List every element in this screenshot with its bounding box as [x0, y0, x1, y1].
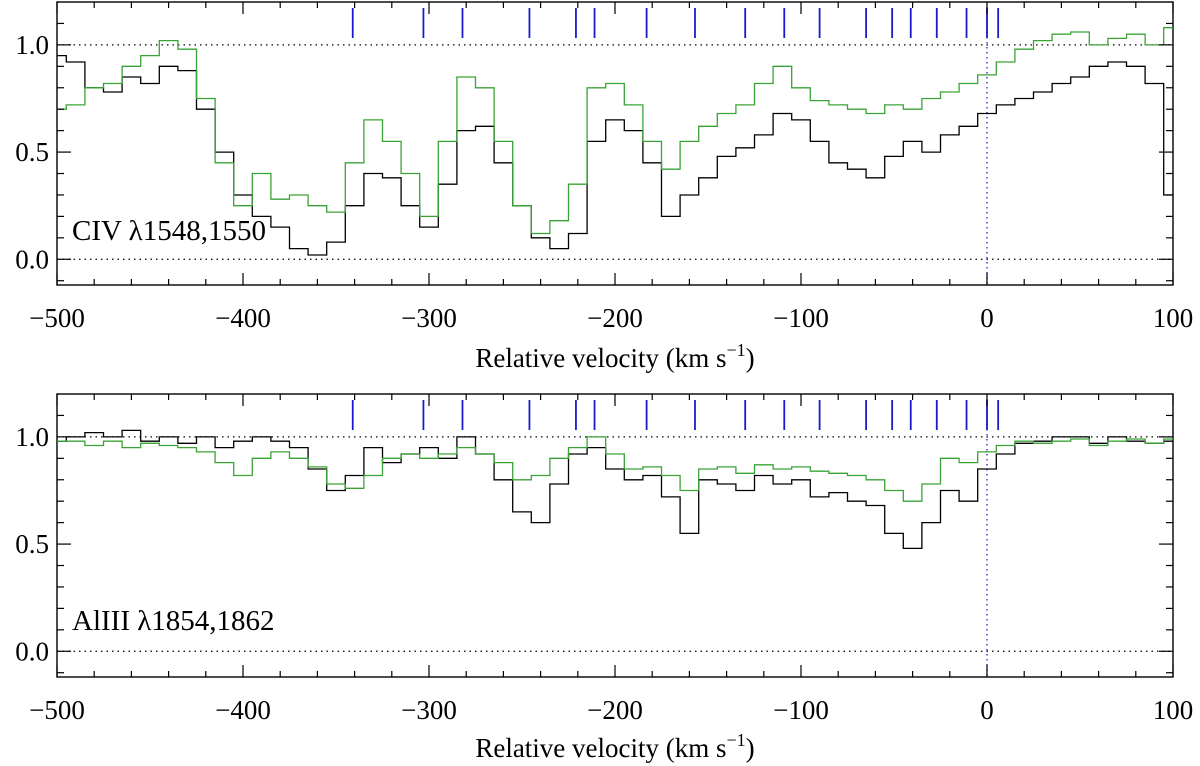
y-axis: 0.0 0.5 1.0 — [15, 22, 1173, 282]
spectra — [57, 27, 1173, 256]
black-spectrum-line — [57, 429, 1173, 550]
y-axis: 0.0 0.5 1.0 — [15, 414, 1173, 674]
panel-label: CIV λ1548,1550 — [72, 215, 266, 247]
x-tick-label: −500 — [29, 303, 85, 333]
x-tick-label: 100 — [1153, 695, 1194, 725]
x-tick-label: −300 — [401, 303, 457, 333]
panel-civ: −500 −400 −300 −200 −100 0 100 0.0 0.5 1.0 CIV λ… — [15, 1, 1193, 373]
y-tick-label: 0.0 — [15, 244, 49, 274]
y-tick-label: 0.5 — [15, 137, 49, 167]
panel-aliii: −500 −400 −300 −200 −100 0 100 0.0 0.5 1.0 AlIII… — [15, 393, 1193, 763]
panel-label: AlIII λ1854,1862 — [72, 605, 275, 637]
x-tick-label: −100 — [773, 695, 829, 725]
x-tick-label: 100 — [1153, 303, 1194, 333]
x-tick-label: −400 — [215, 303, 271, 333]
x-tick-label: 0 — [980, 303, 994, 333]
x-tick-label: −200 — [587, 303, 643, 333]
y-tick-label: 1.0 — [15, 422, 49, 452]
x-tick-label: −400 — [215, 695, 271, 725]
y-tick-label: 0.5 — [15, 529, 49, 559]
x-tick-label: 0 — [980, 695, 994, 725]
reference-lines — [57, 436, 1173, 652]
x-axis-title: Relative velocity (km s−1) — [475, 340, 754, 373]
component-markers — [351, 8, 1000, 38]
x-axis: −500 −400 −300 −200 −100 0 100 — [29, 2, 1193, 333]
green-spectrum-line — [57, 436, 1173, 502]
spectra — [57, 429, 1173, 550]
reference-lines — [57, 44, 1173, 260]
y-tick-label: 1.0 — [15, 30, 49, 60]
x-tick-label: −100 — [773, 303, 829, 333]
black-spectrum-line — [57, 54, 1173, 256]
y-tick-label: 0.0 — [15, 636, 49, 666]
x-axis-title: Relative velocity (km s−1) — [475, 730, 754, 763]
component-markers — [351, 400, 1000, 430]
green-spectrum-line — [57, 27, 1173, 235]
x-tick-label: −200 — [587, 695, 643, 725]
x-tick-label: −500 — [29, 695, 85, 725]
x-axis: −500 −400 −300 −200 −100 0 100 — [29, 394, 1193, 725]
x-tick-label: −300 — [401, 695, 457, 725]
